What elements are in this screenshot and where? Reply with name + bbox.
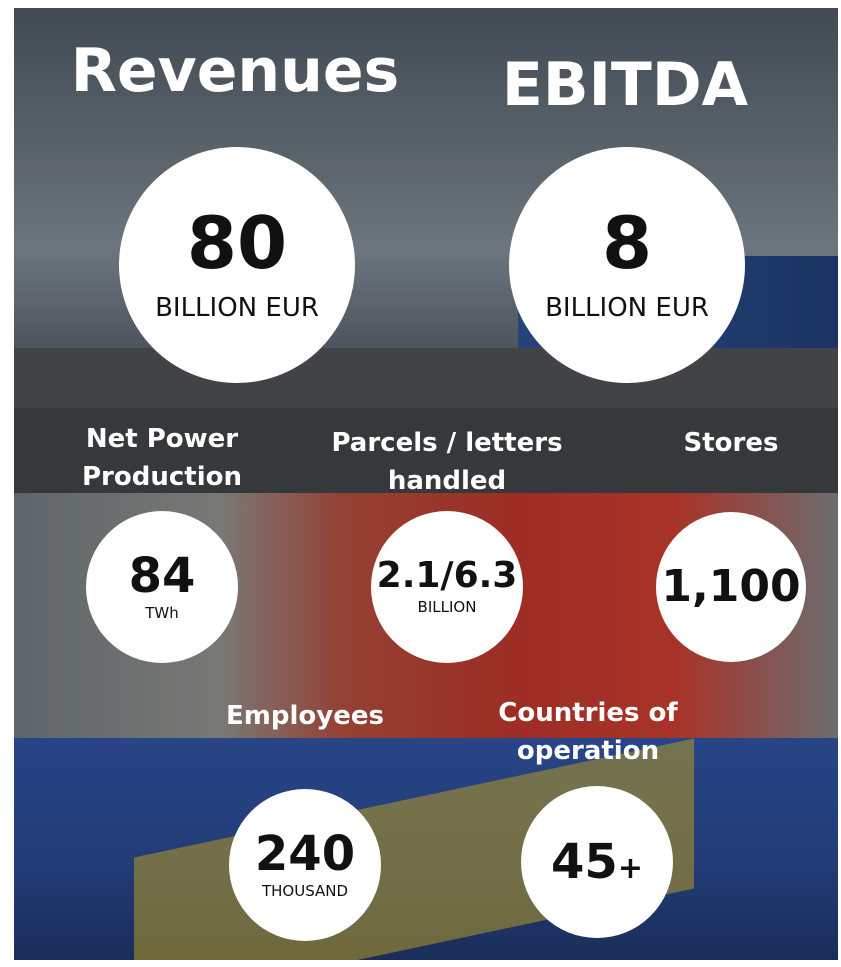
metric-circle: 1,100: [656, 512, 806, 662]
label-line: Net Power: [82, 420, 242, 458]
headline-circle: 8 BILLION EUR: [509, 147, 745, 383]
label-line: Parcels / letters: [331, 424, 562, 462]
metric-circle: 84 TWh: [86, 511, 238, 663]
headline-value: 80: [187, 207, 287, 279]
metric-circle: 2.1/6.3 BILLION: [371, 511, 523, 663]
metric-unit: THOUSAND: [262, 882, 348, 900]
headline-value: 8: [602, 207, 652, 279]
page: Revenues EBITDA 80 BILLION EUR 8 BILLION…: [0, 0, 841, 967]
metric-value: 1,100: [661, 565, 800, 609]
metric-label: Employees: [226, 697, 384, 735]
metric-value: 2.1/6.3: [377, 558, 518, 594]
label-line: Production: [82, 458, 242, 496]
metric-label: Stores: [684, 424, 779, 462]
metric-value: 240: [255, 830, 355, 878]
headline-title: Revenues: [71, 36, 400, 106]
label-line: Stores: [684, 424, 779, 462]
label-line: handled: [331, 462, 562, 500]
headline-circle: 80 BILLION EUR: [119, 147, 355, 383]
metric-unit: BILLION: [418, 598, 477, 616]
label-line: operation: [498, 732, 677, 770]
value-suffix: +: [618, 851, 643, 886]
metric-circle: 45+: [521, 786, 673, 938]
label-line: Countries of: [498, 694, 677, 732]
headline-unit: BILLION EUR: [545, 293, 709, 323]
metric-value: 45+: [551, 838, 643, 886]
headline-title: EBITDA: [502, 50, 748, 120]
metric-unit: TWh: [145, 604, 179, 622]
metric-circle: 240 THOUSAND: [229, 789, 381, 941]
label-line: Employees: [226, 697, 384, 735]
infographic: Revenues EBITDA 80 BILLION EUR 8 BILLION…: [14, 8, 838, 960]
value-number: 45: [551, 834, 618, 890]
headline-unit: BILLION EUR: [155, 293, 319, 323]
metric-value: 84: [129, 552, 196, 600]
